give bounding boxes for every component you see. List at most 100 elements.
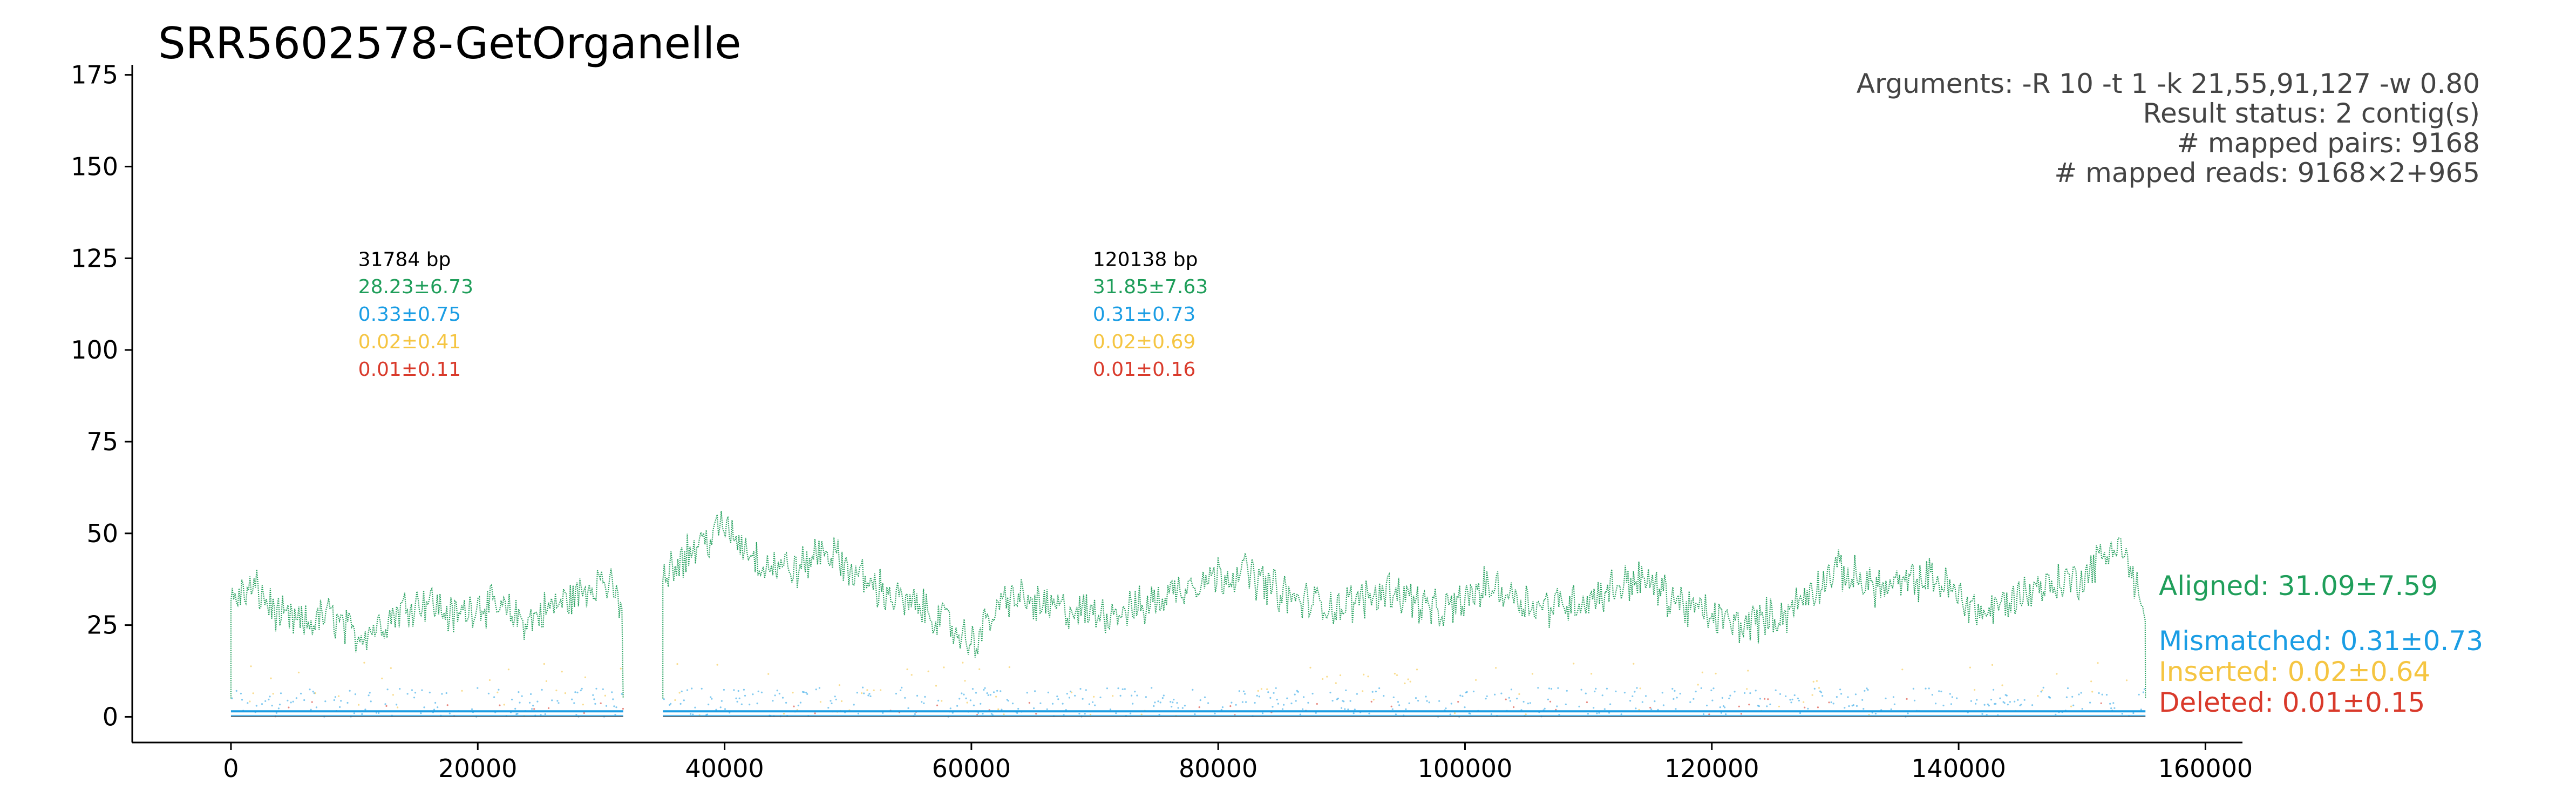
- insertion-point: [2041, 690, 2043, 692]
- mismatch-point: [724, 708, 726, 710]
- mismatch-point: [1509, 700, 1511, 702]
- mismatch-point: [1710, 689, 1712, 692]
- deletion-point: [446, 704, 448, 706]
- insertion-point: [873, 689, 875, 691]
- mismatch-point: [2020, 704, 2022, 706]
- mismatch-point: [399, 688, 401, 690]
- mismatch-point: [971, 688, 974, 690]
- mismatch-point: [984, 687, 986, 689]
- deletion-point: [1390, 705, 1392, 707]
- mismatch-point: [921, 701, 923, 703]
- mismatch-point: [959, 698, 961, 700]
- mismatch-point: [1204, 696, 1206, 698]
- mismatch-point: [1066, 693, 1068, 695]
- insertion-point: [1326, 676, 1328, 678]
- mismatch-point: [386, 688, 389, 691]
- mismatch-point: [1852, 704, 1854, 706]
- deletion-point: [1649, 706, 1651, 709]
- insertion-point: [1339, 674, 1342, 677]
- mismatch-point: [1258, 696, 1260, 698]
- mismatch-point: [1286, 697, 1288, 699]
- insertion-point: [1140, 713, 1143, 716]
- mismatch-point: [1161, 697, 1164, 699]
- mismatch-point: [760, 691, 763, 693]
- mismatch-point: [715, 708, 717, 711]
- insertion-point: [297, 671, 300, 673]
- insertion-point: [2070, 705, 2072, 707]
- mismatch-point: [2031, 704, 2034, 706]
- deletion-point: [547, 707, 550, 709]
- mismatch-point: [271, 705, 273, 707]
- mismatch-point: [1657, 708, 1659, 711]
- mismatch-point: [2089, 701, 2091, 704]
- x-tick-label: 40000: [685, 754, 764, 783]
- insertion-point: [1747, 670, 1749, 672]
- mismatch-point: [1942, 704, 1945, 707]
- mismatch-point: [1068, 697, 1070, 699]
- insertion-point: [249, 700, 251, 703]
- mismatch-point: [1244, 693, 1246, 695]
- mismatch-point: [2110, 707, 2112, 710]
- mismatch-point: [1867, 688, 1869, 691]
- insertion-point: [1266, 688, 1268, 690]
- mismatch-point: [1272, 706, 1274, 708]
- mismatch-point: [735, 697, 737, 699]
- mismatch-point: [1976, 699, 1978, 701]
- insertion-point: [880, 689, 882, 691]
- insertion-point: [1573, 663, 1575, 665]
- insertion-point: [1322, 678, 1324, 680]
- mismatch-point: [1832, 703, 1834, 705]
- mismatch-point: [1719, 706, 1721, 708]
- mismatch-point: [1861, 699, 1864, 701]
- mismatch-point: [1892, 696, 1894, 698]
- mismatch-point: [1721, 697, 1723, 699]
- mismatch-point: [2049, 697, 2051, 699]
- mismatch-point: [1793, 694, 1796, 697]
- mismatch-point: [1720, 712, 1722, 714]
- mismatch-point: [901, 686, 903, 688]
- mismatch-point: [1632, 695, 1634, 697]
- mismatch-point: [853, 704, 855, 706]
- deletion-point: [1549, 700, 1552, 703]
- x-tick-label: 60000: [932, 754, 1011, 783]
- mismatch-point: [1529, 702, 1531, 704]
- contig-1-stats: 31784 bp 28.23±6.73 0.33±0.75 0.02±0.41 0.01…: [358, 248, 473, 381]
- mismatch-point: [1695, 691, 1697, 693]
- mismatch-point: [706, 713, 709, 716]
- mismatch-point: [797, 704, 799, 707]
- mismatch-point: [514, 707, 516, 710]
- mismatch-point: [303, 699, 305, 701]
- mismatch-point: [1207, 702, 1209, 704]
- mismatch-point: [663, 698, 665, 700]
- mismatch-point: [1171, 706, 1173, 708]
- mismatch-point: [937, 699, 940, 701]
- mismatch-point: [743, 688, 745, 691]
- legend-mismatched: Mismatched: 0.31±0.73: [2159, 625, 2483, 657]
- mismatch-point: [1981, 713, 1983, 715]
- axes: 0 25 50 75 100 125 150 175 0 20000 40000 60000 80000…: [71, 60, 2253, 783]
- mismatch-point: [280, 692, 282, 694]
- mismatch-point: [1722, 705, 1725, 707]
- deletion-point: [1457, 701, 1459, 703]
- mismatch-point: [1999, 697, 2001, 699]
- insertion-point: [582, 704, 584, 706]
- mismatch-point: [519, 701, 521, 704]
- mismatch-point: [1983, 704, 1986, 706]
- mismatch-point: [1297, 691, 1299, 693]
- mismatch-point: [1194, 713, 1196, 716]
- mismatch-point: [916, 694, 919, 697]
- mismatch-point: [965, 697, 967, 699]
- mismatch-point: [1397, 701, 1399, 703]
- mismatch-point: [691, 687, 693, 690]
- mismatch-point: [977, 712, 980, 714]
- mismatch-point: [1593, 707, 1595, 709]
- mismatch-point: [1729, 694, 1731, 697]
- mismatch-point: [544, 713, 546, 716]
- mismatch-point: [1925, 687, 1927, 690]
- mismatch-point: [1428, 701, 1430, 704]
- mismatch-point: [1122, 688, 1124, 690]
- insertion-point: [390, 667, 392, 669]
- mismatch-point: [378, 712, 380, 714]
- mismatch-point: [434, 701, 437, 704]
- mismatch-point: [346, 701, 349, 704]
